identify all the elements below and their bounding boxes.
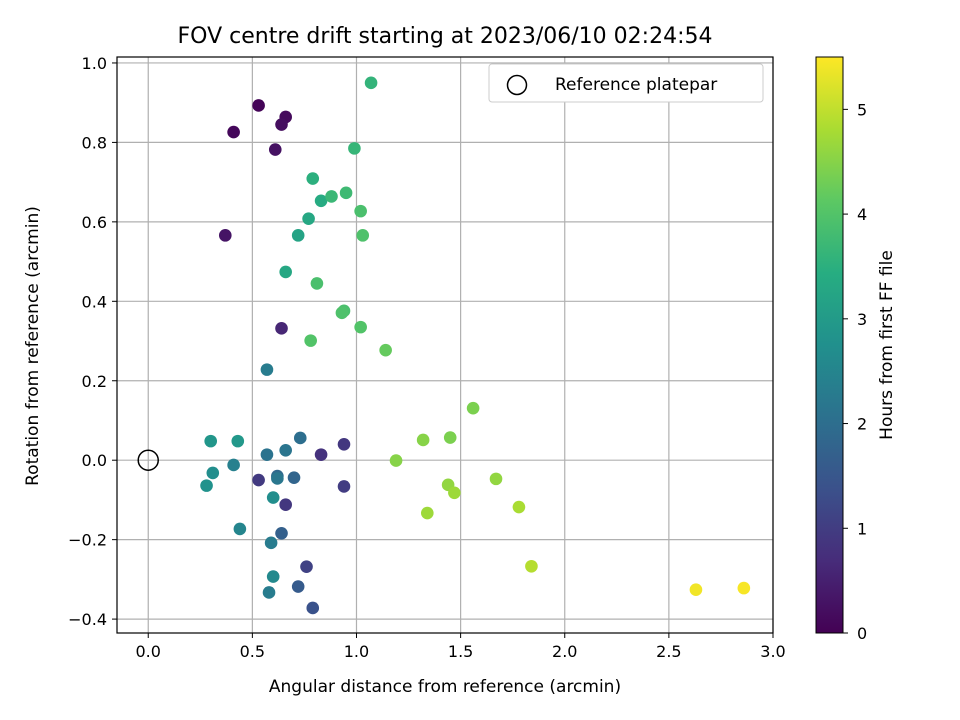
y-axis-label: Rotation from reference (arcmin) — [23, 206, 43, 486]
data-point — [262, 586, 276, 599]
data-point — [268, 143, 282, 156]
colorbar-frame — [815, 56, 844, 634]
legend-frame — [488, 63, 764, 103]
data-point — [354, 320, 367, 334]
y-tick-label: 0.2 — [82, 372, 107, 391]
data-point — [737, 581, 751, 595]
axes: 0.0 0.5 1.0 1.5 2.0 2.5 3.0 −0.4 −0.2 0.0 0.2 0.4 0.… — [68, 54, 786, 661]
data-point — [354, 204, 367, 218]
data-point — [466, 401, 480, 415]
data-point — [348, 142, 361, 155]
data-point — [339, 186, 353, 200]
data-point — [227, 458, 240, 472]
data-point — [443, 431, 457, 444]
colorbar-tick-label: 5 — [857, 100, 867, 119]
chart-title: FOV centre drift starting at 2023/06/10 … — [178, 24, 713, 49]
data-points — [137, 76, 751, 615]
data-point — [204, 434, 218, 448]
data-point — [337, 480, 351, 493]
y-tick-label: 0.0 — [82, 451, 107, 470]
data-point — [337, 438, 351, 451]
legend-marker-reference — [506, 74, 528, 96]
data-point — [512, 500, 526, 514]
x-tick-label: 0.0 — [136, 642, 161, 661]
y-tick-label: 0.4 — [82, 292, 107, 311]
y-tick-label: 0.8 — [82, 133, 107, 152]
reference-point — [137, 449, 159, 471]
data-point — [271, 472, 284, 485]
data-point — [389, 454, 403, 467]
data-point — [304, 334, 317, 347]
x-tick-label: 2.0 — [552, 642, 577, 661]
x-axis-label: Angular distance from reference (arcmin) — [269, 677, 621, 697]
x-tick-label: 0.5 — [240, 642, 265, 661]
x-tick-label: 1.5 — [448, 642, 473, 661]
data-point — [302, 212, 315, 225]
y-tick-label: −0.4 — [68, 610, 107, 629]
data-point — [206, 466, 220, 480]
data-point — [448, 486, 461, 500]
y-tick-label: 1.0 — [82, 54, 107, 73]
data-point — [227, 125, 240, 139]
colorbar-tick-label: 4 — [857, 205, 867, 224]
plot-frame — [116, 56, 774, 634]
data-point — [266, 570, 280, 583]
data-point — [260, 448, 274, 461]
data-point — [252, 473, 265, 487]
data-point — [279, 265, 292, 279]
data-point — [252, 99, 265, 112]
data-point — [279, 443, 292, 457]
data-point — [356, 229, 370, 242]
colorbar-ticks: 0 1 2 3 4 5 — [843, 100, 867, 643]
data-point — [300, 560, 313, 573]
data-point — [266, 491, 280, 504]
data-point — [306, 172, 320, 185]
data-point — [275, 118, 288, 131]
x-tick-label: 2.5 — [656, 642, 681, 661]
data-point — [233, 522, 247, 536]
data-point — [293, 431, 307, 445]
data-point — [314, 194, 328, 208]
y-tick-label: 0.6 — [82, 213, 107, 232]
data-point — [291, 229, 305, 242]
colorbar: 0 1 2 3 4 5 Hours from first FF file — [815, 56, 897, 643]
colorbar-tick-label: 0 — [857, 624, 867, 643]
data-point — [689, 583, 703, 597]
data-point — [325, 190, 338, 203]
data-point — [218, 229, 232, 242]
data-point — [231, 434, 245, 448]
data-point — [364, 76, 378, 90]
legend-entry-reference: Reference platepar — [555, 75, 717, 95]
data-point — [200, 479, 213, 492]
y-tick-label: −0.2 — [68, 531, 107, 550]
data-point — [314, 448, 328, 461]
colorbar-label: Hours from first FF file — [877, 250, 897, 440]
legend: Reference platepar — [488, 63, 764, 103]
data-point — [489, 472, 503, 486]
x-tick-label: 1.0 — [344, 642, 369, 661]
colorbar-gradient — [816, 57, 843, 633]
colorbar-tick-label: 2 — [857, 415, 867, 434]
data-point — [287, 471, 301, 484]
data-point — [279, 498, 292, 511]
data-point — [264, 536, 278, 550]
data-point — [416, 433, 430, 447]
data-point — [260, 363, 274, 376]
x-tick-label: 3.0 — [760, 642, 785, 661]
data-point — [335, 306, 349, 320]
data-point — [306, 601, 320, 615]
data-point — [291, 580, 305, 593]
data-point — [275, 322, 288, 335]
data-point — [525, 559, 538, 573]
data-point — [275, 526, 288, 540]
data-point — [420, 506, 434, 520]
data-point — [310, 277, 324, 290]
data-point — [379, 343, 392, 357]
colorbar-tick-label: 1 — [857, 519, 867, 538]
colorbar-tick-label: 3 — [857, 310, 867, 329]
